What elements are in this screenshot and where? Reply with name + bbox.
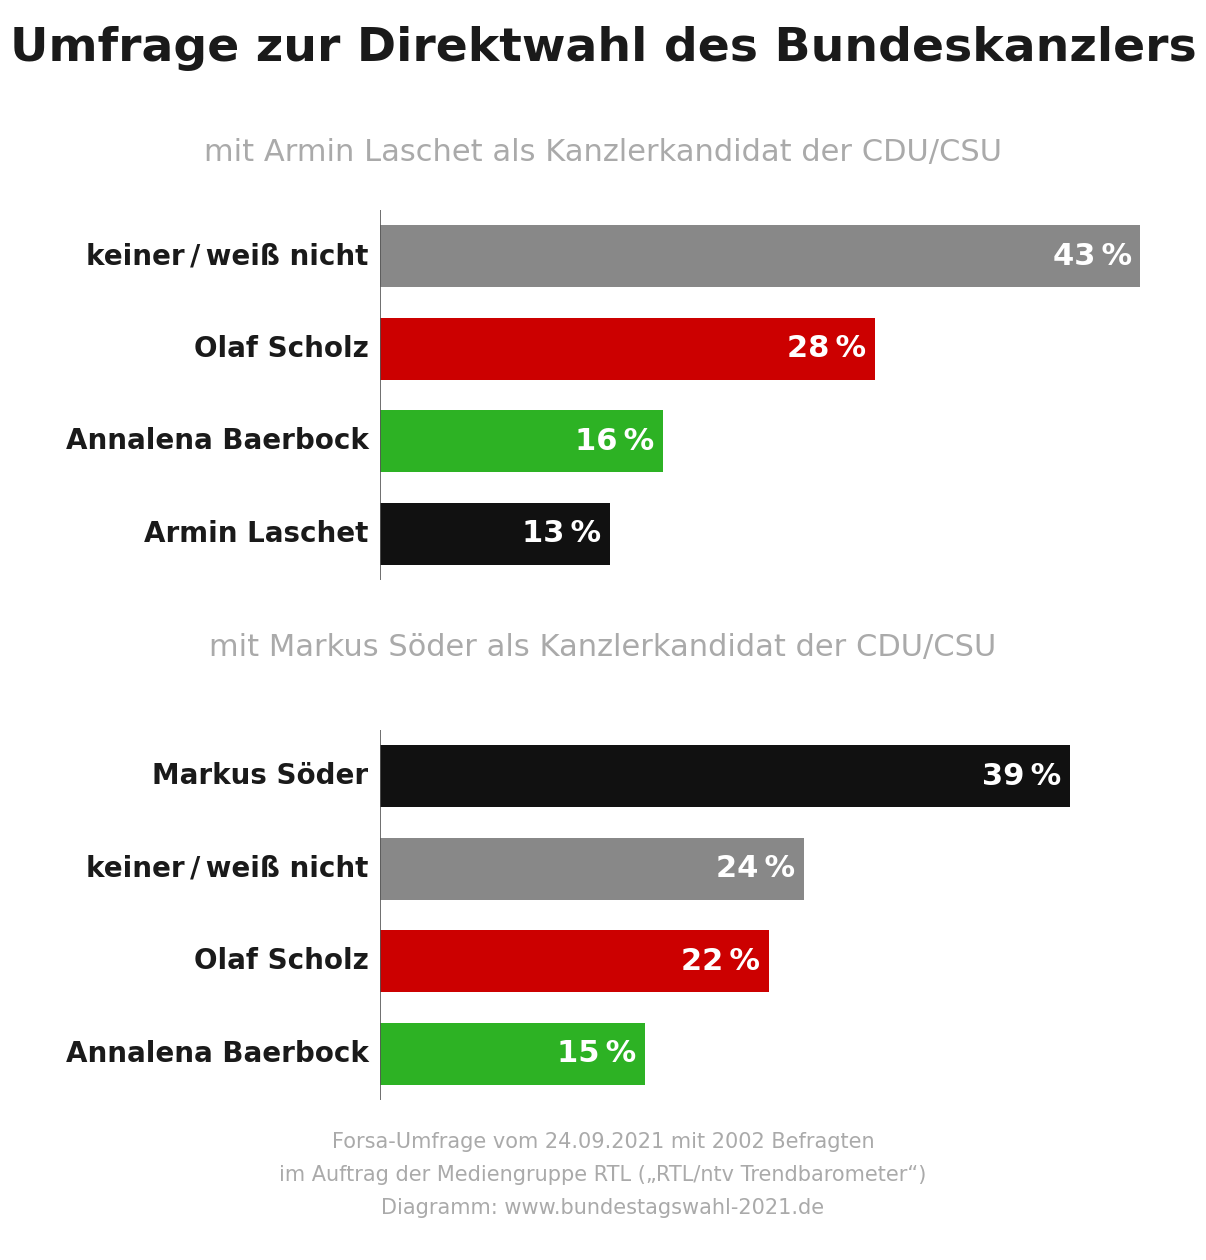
Bar — [380, 226, 1141, 287]
Bar — [380, 1023, 645, 1085]
Text: keiner / weiß nicht: keiner / weiß nicht — [86, 854, 369, 883]
Text: 28 %: 28 % — [788, 334, 866, 363]
Bar — [380, 838, 804, 900]
Text: 24 %: 24 % — [716, 854, 796, 883]
Bar — [380, 745, 1070, 808]
Text: 22 %: 22 % — [681, 946, 760, 975]
Text: mit Markus Söder als Kanzlerkandidat der CDU/CSU: mit Markus Söder als Kanzlerkandidat der… — [210, 633, 996, 662]
Text: 39 %: 39 % — [982, 762, 1061, 791]
Text: Annalena Baerbock: Annalena Baerbock — [65, 1040, 369, 1067]
Text: 15 %: 15 % — [557, 1040, 637, 1068]
Text: 43 %: 43 % — [1053, 242, 1131, 271]
Text: keiner / weiß nicht: keiner / weiß nicht — [86, 242, 369, 270]
Text: Olaf Scholz: Olaf Scholz — [194, 948, 369, 975]
Bar — [380, 503, 610, 564]
Bar — [380, 318, 876, 379]
Text: Annalena Baerbock: Annalena Baerbock — [65, 427, 369, 455]
Text: Umfrage zur Direktwahl des Bundeskanzlers: Umfrage zur Direktwahl des Bundeskanzler… — [10, 26, 1196, 72]
Text: Markus Söder: Markus Söder — [152, 762, 369, 790]
Text: Forsa-Umfrage vom 24.09.2021 mit 2002 Befragten
im Auftrag der Mediengruppe RTL : Forsa-Umfrage vom 24.09.2021 mit 2002 Be… — [280, 1131, 926, 1217]
Bar — [380, 930, 769, 992]
Text: Olaf Scholz: Olaf Scholz — [194, 335, 369, 363]
Bar — [380, 411, 663, 472]
Text: mit Armin Laschet als Kanzlerkandidat der CDU/CSU: mit Armin Laschet als Kanzlerkandidat de… — [204, 137, 1002, 166]
Text: Armin Laschet: Armin Laschet — [145, 519, 369, 548]
Text: 13 %: 13 % — [522, 519, 601, 548]
Text: 16 %: 16 % — [575, 427, 654, 456]
